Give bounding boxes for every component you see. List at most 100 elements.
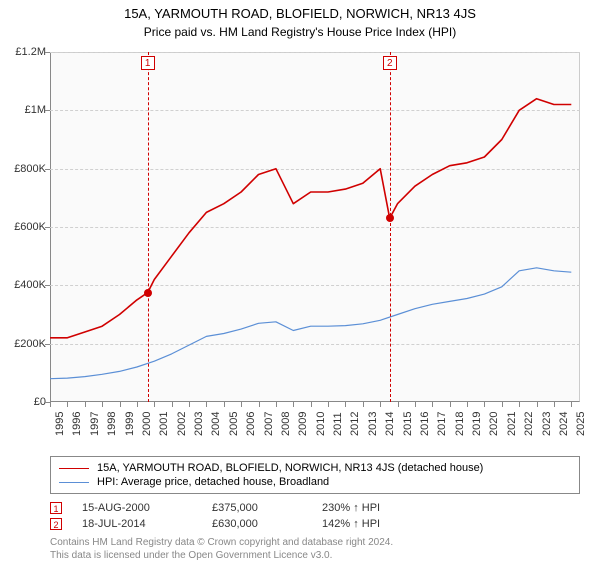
sale-point-marker xyxy=(144,289,152,297)
xtick-mark xyxy=(311,402,312,407)
xtick-label: 2013 xyxy=(367,412,379,436)
sale-price-2: £630,000 xyxy=(212,518,302,530)
xtick-mark xyxy=(380,402,381,407)
xtick-label: 2023 xyxy=(541,412,553,436)
sale-vs-hpi-1: 230% ↑ HPI xyxy=(322,502,412,514)
xtick-label: 2021 xyxy=(506,412,518,436)
sale-row-2: 2 18-JUL-2014 £630,000 142% ↑ HPI xyxy=(50,516,580,532)
xtick-mark xyxy=(432,402,433,407)
xtick-mark xyxy=(241,402,242,407)
xtick-mark xyxy=(137,402,138,407)
xtick-label: 2014 xyxy=(384,412,396,436)
chart-subtitle: Price paid vs. HM Land Registry's House … xyxy=(0,25,600,39)
sale-number-box: 2 xyxy=(383,56,397,70)
xtick-mark xyxy=(554,402,555,407)
xtick-label: 2000 xyxy=(141,412,153,436)
xtick-label: 1998 xyxy=(106,412,118,436)
sale-date-2: 18-JUL-2014 xyxy=(82,518,192,530)
xtick-label: 2001 xyxy=(158,412,170,436)
sale-rows: 1 15-AUG-2000 £375,000 230% ↑ HPI 2 18-J… xyxy=(50,500,580,532)
xtick-mark xyxy=(293,402,294,407)
xtick-label: 2006 xyxy=(245,412,257,436)
chart-container: 15A, YARMOUTH ROAD, BLOFIELD, NORWICH, N… xyxy=(0,6,600,566)
xtick-mark xyxy=(502,402,503,407)
sale-point-marker xyxy=(386,214,394,222)
xtick-label: 2012 xyxy=(349,412,361,436)
xtick-mark xyxy=(154,402,155,407)
ytick-label: £800K xyxy=(2,163,46,175)
xtick-mark xyxy=(85,402,86,407)
xtick-label: 2017 xyxy=(436,412,448,436)
xtick-label: 2007 xyxy=(263,412,275,436)
sale-price-1: £375,000 xyxy=(212,502,302,514)
xtick-label: 2008 xyxy=(280,412,292,436)
legend-label-hpi: HPI: Average price, detached house, Broa… xyxy=(97,476,329,488)
footer: Contains HM Land Registry data © Crown c… xyxy=(50,536,580,562)
xtick-mark xyxy=(102,402,103,407)
sale-marker-2: 2 xyxy=(50,518,62,530)
xtick-mark xyxy=(484,402,485,407)
xtick-mark xyxy=(276,402,277,407)
legend-item-hpi: HPI: Average price, detached house, Broa… xyxy=(59,475,571,489)
xtick-mark xyxy=(50,402,51,407)
xtick-label: 2022 xyxy=(523,412,535,436)
xtick-label: 2016 xyxy=(419,412,431,436)
ytick-label: £600K xyxy=(2,221,46,233)
footer-line-1: Contains HM Land Registry data © Crown c… xyxy=(50,536,580,549)
line-series-svg xyxy=(50,52,580,402)
xtick-mark xyxy=(259,402,260,407)
xtick-label: 2024 xyxy=(558,412,570,436)
xtick-mark xyxy=(398,402,399,407)
xtick-mark xyxy=(537,402,538,407)
chart-area: £0£200K£400K£600K£800K£1M£1.2M 199519961… xyxy=(50,52,580,422)
xtick-label: 1997 xyxy=(89,412,101,436)
xtick-label: 1996 xyxy=(71,412,83,436)
xtick-mark xyxy=(345,402,346,407)
legend-item-property: 15A, YARMOUTH ROAD, BLOFIELD, NORWICH, N… xyxy=(59,461,571,475)
xtick-mark xyxy=(67,402,68,407)
sale-row-1: 1 15-AUG-2000 £375,000 230% ↑ HPI xyxy=(50,500,580,516)
ytick-label: £400K xyxy=(2,279,46,291)
ytick-label: £1M xyxy=(2,104,46,116)
xtick-mark xyxy=(415,402,416,407)
xtick-mark xyxy=(224,402,225,407)
series-line-property xyxy=(50,99,571,338)
xtick-label: 2011 xyxy=(332,412,344,436)
xtick-mark xyxy=(467,402,468,407)
xtick-mark xyxy=(189,402,190,407)
xtick-mark xyxy=(519,402,520,407)
sale-marker-1: 1 xyxy=(50,502,62,514)
xtick-mark xyxy=(120,402,121,407)
xtick-label: 2004 xyxy=(210,412,222,436)
legend-swatch-property xyxy=(59,468,89,469)
xtick-mark xyxy=(450,402,451,407)
ytick-label: £1.2M xyxy=(2,46,46,58)
xtick-label: 1999 xyxy=(124,412,136,436)
xtick-label: 2005 xyxy=(228,412,240,436)
xtick-mark xyxy=(571,402,572,407)
xtick-mark xyxy=(206,402,207,407)
xtick-label: 2009 xyxy=(297,412,309,436)
xtick-label: 2025 xyxy=(575,412,587,436)
legend: 15A, YARMOUTH ROAD, BLOFIELD, NORWICH, N… xyxy=(50,456,580,494)
xtick-label: 1995 xyxy=(54,412,66,436)
sale-number-box: 1 xyxy=(141,56,155,70)
xtick-label: 2010 xyxy=(315,412,327,436)
sale-vs-hpi-2: 142% ↑ HPI xyxy=(322,518,412,530)
legend-label-property: 15A, YARMOUTH ROAD, BLOFIELD, NORWICH, N… xyxy=(97,462,483,474)
xtick-label: 2020 xyxy=(488,412,500,436)
sale-vline xyxy=(390,52,391,402)
xtick-label: 2015 xyxy=(402,412,414,436)
xtick-mark xyxy=(328,402,329,407)
sale-vline xyxy=(148,52,149,402)
footer-line-2: This data is licensed under the Open Gov… xyxy=(50,549,580,562)
ytick-label: £0 xyxy=(2,396,46,408)
legend-swatch-hpi xyxy=(59,482,89,483)
xtick-mark xyxy=(363,402,364,407)
xtick-label: 2002 xyxy=(176,412,188,436)
chart-title: 15A, YARMOUTH ROAD, BLOFIELD, NORWICH, N… xyxy=(0,6,600,21)
series-line-hpi xyxy=(50,268,571,379)
ytick-label: £200K xyxy=(2,338,46,350)
below-chart: 15A, YARMOUTH ROAD, BLOFIELD, NORWICH, N… xyxy=(50,456,580,562)
xtick-label: 2018 xyxy=(454,412,466,436)
